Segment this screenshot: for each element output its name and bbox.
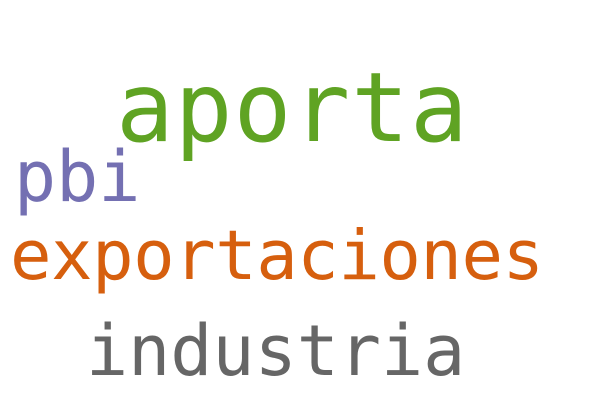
word-aporta: aporta: [116, 52, 469, 164]
word-pbi: pbi: [14, 136, 141, 218]
word-exportaciones: exportaciones: [10, 216, 544, 296]
word-industria: industria: [86, 310, 466, 392]
